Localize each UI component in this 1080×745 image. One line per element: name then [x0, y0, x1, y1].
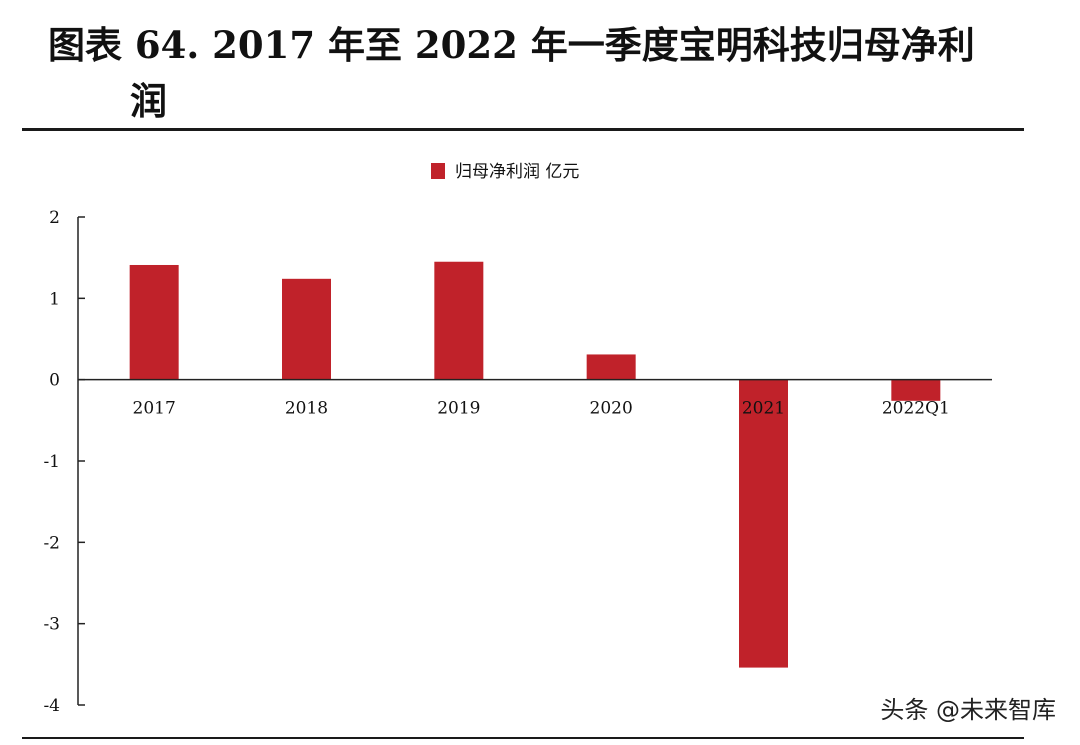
x-tick-label: 2022Q1	[882, 399, 950, 419]
title-divider	[22, 128, 1024, 131]
bars	[129, 261, 941, 668]
y-tick-label: -3	[43, 615, 60, 635]
chart-legend: 归母净利润 亿元	[431, 162, 579, 182]
bar-2022q1	[891, 379, 941, 401]
x-tick-label: 2017	[133, 399, 176, 419]
y-axis: 2 1 0 -1 -2 -3 -4	[43, 208, 85, 716]
x-tick-label: 2020	[590, 399, 633, 419]
legend-label: 归母净利润 亿元	[455, 162, 579, 182]
x-tick-label: 2021	[742, 399, 785, 419]
bar-2017	[129, 264, 179, 380]
watermark-name: 未来智库	[960, 696, 1056, 724]
y-tick-label: -2	[43, 533, 60, 553]
y-tick-label: -1	[43, 452, 60, 472]
x-tick-label: 2018	[285, 399, 328, 419]
watermark-prefix: 头条 @	[880, 696, 960, 724]
watermark: 头条 @未来智库	[880, 690, 1056, 725]
x-axis: 2017 2018 2019 2020 2021 2022Q1	[78, 378, 992, 419]
chart-title-line-1: 图表 64. 2017 年至 2022 年一季度宝明科技归母净利	[48, 23, 975, 67]
y-tick-label: 2	[49, 208, 60, 228]
bar-2018	[282, 278, 331, 380]
y-tick-label: 0	[49, 371, 60, 391]
bar-2020	[586, 354, 636, 380]
bar-2021	[739, 379, 788, 668]
bottom-divider	[22, 737, 1024, 739]
legend-swatch	[431, 163, 445, 179]
y-tick-label: 1	[49, 289, 60, 309]
bar-2019	[434, 261, 484, 380]
x-tick-label: 2019	[437, 399, 480, 419]
y-tick-label: -4	[43, 696, 60, 716]
chart-title-line-2: 润	[130, 79, 167, 123]
